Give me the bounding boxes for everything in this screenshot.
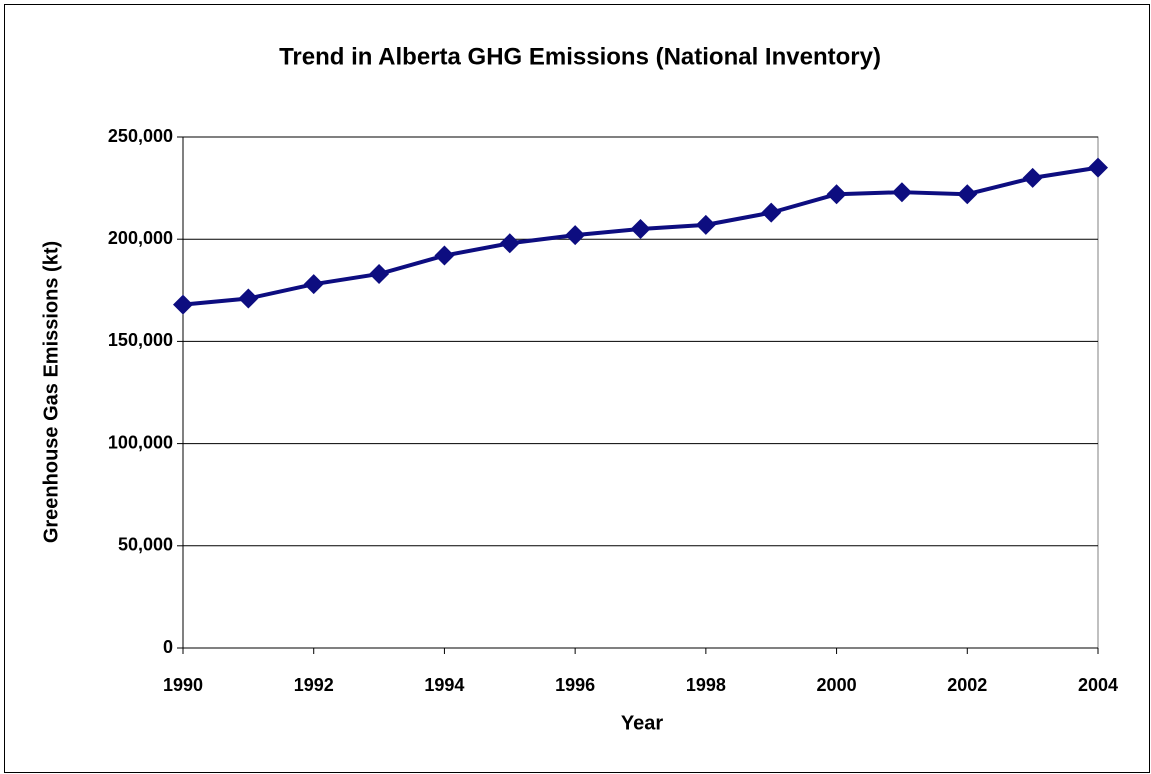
plot-area — [182, 136, 1099, 649]
marker — [434, 245, 455, 266]
y-tick-label: 100,000 — [108, 432, 173, 452]
x-tick-label: 1994 — [424, 675, 464, 695]
marker — [303, 274, 324, 295]
x-axis-label: Year — [621, 712, 663, 734]
marker — [957, 184, 978, 205]
marker — [173, 294, 193, 315]
marker — [499, 233, 520, 254]
chart-frame — [4, 4, 1150, 773]
marker — [761, 202, 782, 223]
y-tick-label: 50,000 — [118, 535, 173, 555]
y-tick-label: 150,000 — [108, 330, 173, 350]
marker — [369, 263, 390, 284]
marker — [891, 182, 912, 203]
marker — [695, 214, 716, 235]
marker — [630, 218, 651, 239]
chart-title: Trend in Alberta GHG Emissions (National… — [279, 43, 881, 70]
marker — [565, 225, 586, 246]
x-tick-label: 2002 — [947, 675, 987, 695]
y-tick-label: 200,000 — [108, 228, 173, 248]
x-tick-label: 1992 — [294, 675, 334, 695]
y-axis-label: Greenhouse Gas Emissions (kt) — [40, 241, 62, 543]
x-tick-label: 2004 — [1078, 675, 1118, 695]
x-tick-label: 1996 — [555, 675, 595, 695]
y-tick-label: 0 — [163, 637, 173, 657]
y-tick-label: 250,000 — [108, 126, 173, 146]
marker — [826, 184, 847, 205]
marker — [238, 288, 259, 309]
marker — [1088, 157, 1108, 178]
x-tick-label: 1990 — [163, 675, 203, 695]
marker — [1022, 167, 1043, 188]
x-tick-label: 2000 — [817, 675, 857, 695]
x-tick-label: 1998 — [686, 675, 726, 695]
